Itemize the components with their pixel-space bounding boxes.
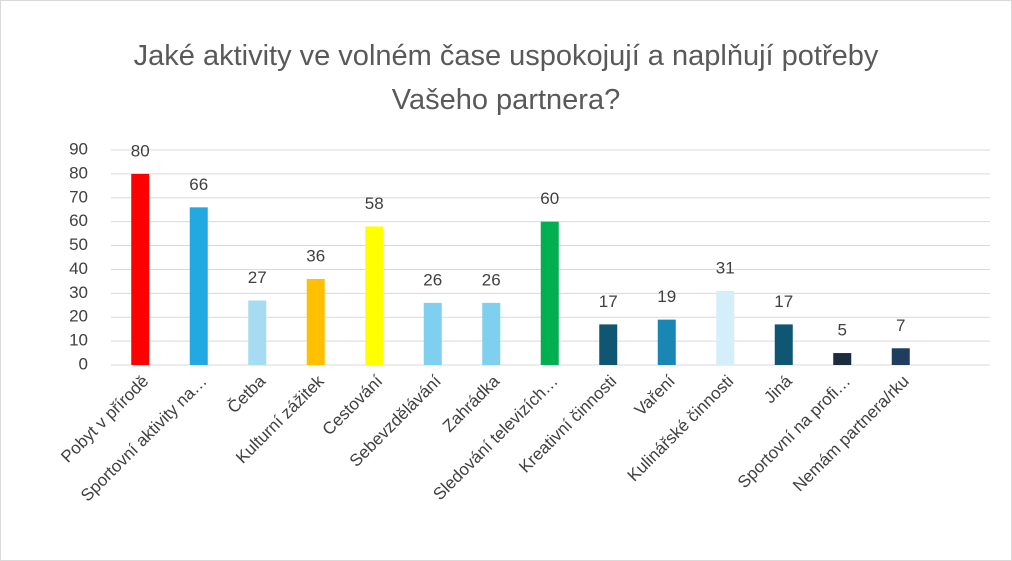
x-tick-label: Nemám partnera/rku <box>789 372 913 496</box>
value-label: 58 <box>365 194 384 213</box>
value-label: 66 <box>189 175 208 194</box>
y-tick-label: 40 <box>69 259 88 278</box>
x-tick-label: Vaření <box>631 371 679 419</box>
bar <box>306 279 325 365</box>
y-tick-label: 50 <box>69 235 88 254</box>
x-tick-label: Kreativní činnosti <box>515 372 620 477</box>
y-tick-label: 80 <box>69 163 88 182</box>
bar <box>891 348 910 365</box>
value-label: 26 <box>423 270 442 289</box>
value-label: 31 <box>716 258 735 277</box>
value-label: 19 <box>657 287 676 306</box>
value-label: 80 <box>131 141 150 160</box>
value-label: 26 <box>482 270 501 289</box>
value-label: 17 <box>774 292 793 311</box>
x-tick-label: Jiná <box>760 371 796 407</box>
y-tick-label: 10 <box>69 331 88 350</box>
bar <box>540 221 559 365</box>
bar <box>131 173 150 365</box>
x-tick-label: Sportovní na profi… <box>734 372 854 492</box>
y-tick-label: 0 <box>79 354 88 373</box>
bar <box>833 353 852 365</box>
bar <box>365 226 384 365</box>
x-tick-label: Četba <box>224 371 270 417</box>
x-tick-label: Kulinářské činnosti <box>624 372 738 486</box>
value-label: 27 <box>248 268 267 287</box>
y-tick-label: 70 <box>69 187 88 206</box>
y-tick-label: 20 <box>69 307 88 326</box>
bar <box>189 207 208 365</box>
bar <box>774 324 793 365</box>
bar <box>716 290 735 365</box>
chart-title: Jaké aktivity ve volném čase uspokojují … <box>133 40 879 116</box>
value-label: 60 <box>540 189 559 208</box>
y-tick-label: 90 <box>69 139 88 158</box>
value-label: 7 <box>896 316 905 335</box>
bar <box>657 319 676 365</box>
y-tick-label: 30 <box>69 283 88 302</box>
bar <box>482 302 501 365</box>
bar <box>599 324 618 365</box>
bar <box>423 302 442 365</box>
bar <box>248 300 267 365</box>
y-tick-label: 60 <box>69 211 88 230</box>
value-label: 36 <box>306 246 325 265</box>
value-label: 17 <box>599 292 618 311</box>
value-label: 5 <box>838 321 847 340</box>
